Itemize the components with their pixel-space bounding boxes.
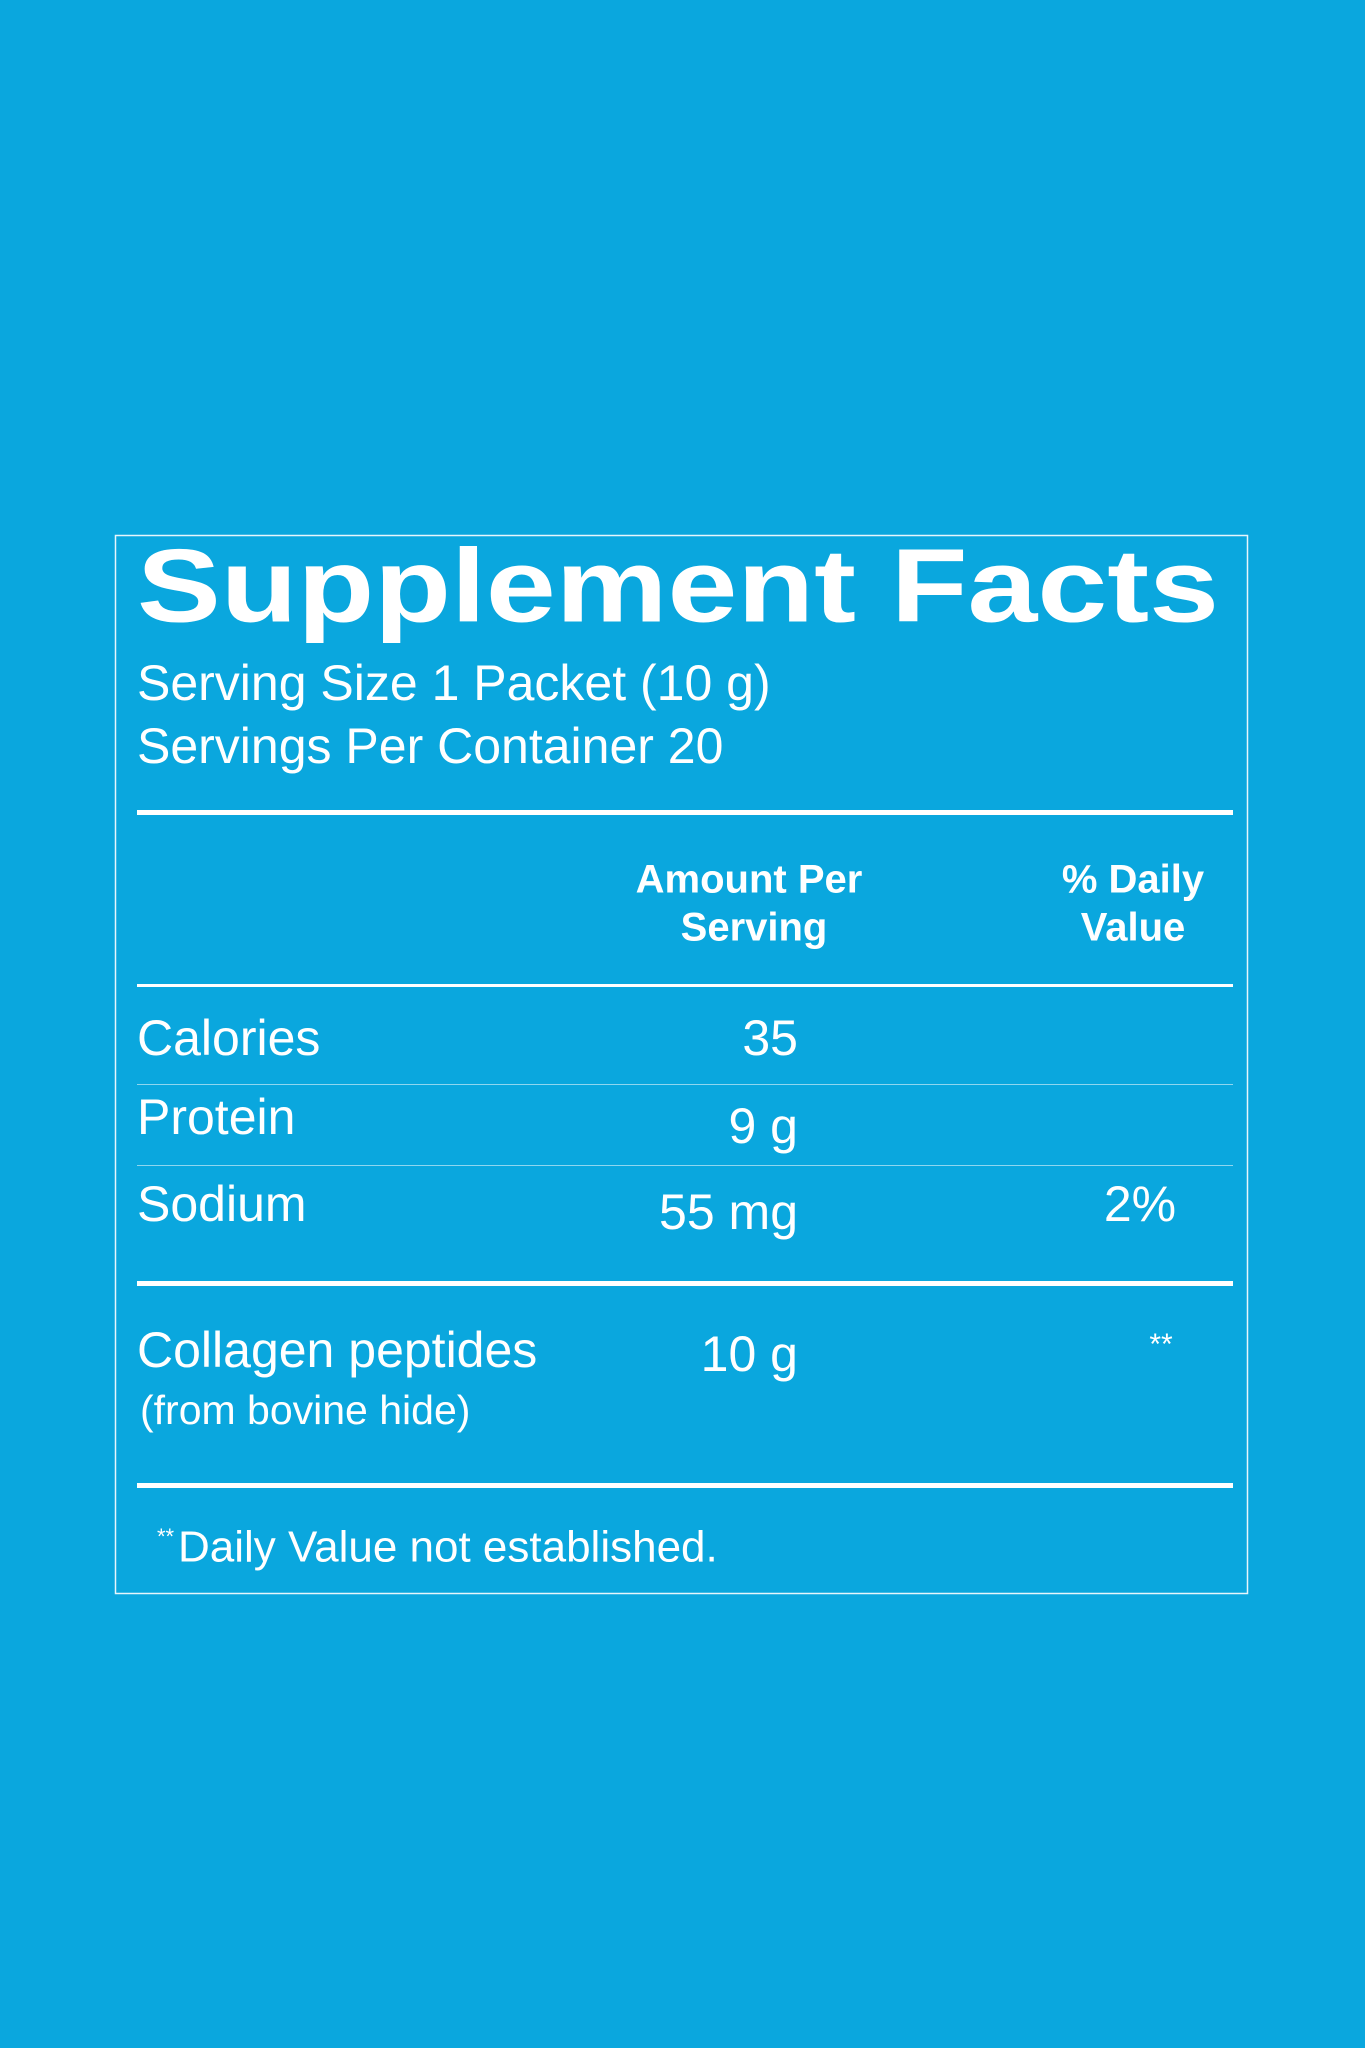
row-daily-value: ** <box>1149 1328 1173 1361</box>
row-amount: 10 g <box>701 1326 798 1382</box>
divider <box>137 984 1233 987</box>
divider-thin <box>137 1165 1233 1166</box>
header-daily-value: % Daily <box>1062 858 1205 902</box>
divider-thick <box>137 1281 1233 1286</box>
row-amount: 9 g <box>728 1098 798 1154</box>
divider-thick <box>137 810 1233 815</box>
divider-thin <box>137 1084 1233 1085</box>
row-note: (from bovine hide) <box>140 1387 470 1433</box>
row-amount: 35 <box>742 1010 798 1066</box>
row-name: Calories <box>137 1010 320 1066</box>
serving-size: Serving Size 1 Packet (10 g) <box>137 655 771 711</box>
footnote-text: Daily Value not established. <box>178 1523 718 1572</box>
header-amount: Serving <box>681 906 828 950</box>
row-amount: 55 mg <box>659 1184 798 1240</box>
panel-border <box>114 534 1249 1595</box>
header-daily-value: Value <box>1081 906 1186 950</box>
row-daily-value: 2% <box>1104 1176 1176 1232</box>
header-amount: Amount Per <box>636 858 863 902</box>
servings-per-container: Servings Per Container 20 <box>137 718 723 774</box>
row-name: Collagen peptides <box>137 1322 537 1378</box>
footnote-mark: ** <box>157 1524 175 1549</box>
title: Supplement Facts <box>137 528 1219 644</box>
row-name: Protein <box>137 1089 295 1145</box>
row-name: Sodium <box>137 1176 307 1232</box>
divider-thick <box>137 1483 1233 1488</box>
